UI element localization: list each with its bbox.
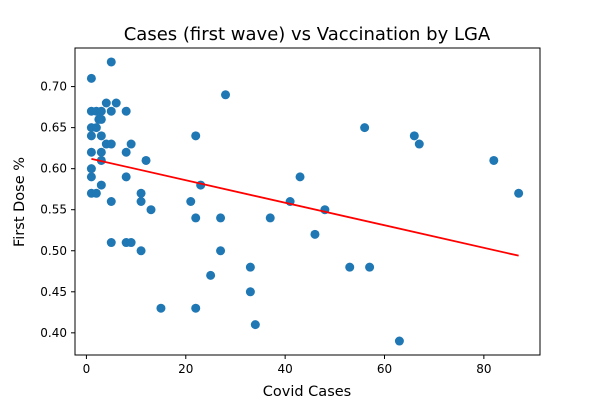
- trendline-group: [91, 157, 519, 257]
- data-point: [365, 262, 375, 272]
- data-point: [345, 262, 355, 272]
- y-tick-label: 0.65: [40, 121, 67, 135]
- data-point: [310, 229, 320, 239]
- data-point: [121, 106, 131, 116]
- data-point: [121, 172, 131, 182]
- data-point: [216, 213, 226, 223]
- data-point: [86, 73, 96, 83]
- y-tick-label: 0.60: [40, 162, 67, 176]
- data-point: [136, 246, 146, 256]
- data-point: [126, 139, 136, 149]
- data-point: [414, 139, 424, 149]
- data-point: [106, 238, 116, 248]
- data-point: [191, 213, 201, 223]
- data-point: [186, 197, 196, 206]
- data-point: [245, 287, 255, 297]
- data-point: [265, 213, 275, 223]
- data-point: [91, 123, 101, 133]
- data-point: [91, 188, 101, 198]
- data-point: [96, 106, 106, 116]
- data-point: [106, 57, 116, 67]
- data-point: [96, 114, 106, 124]
- data-point: [86, 164, 96, 174]
- data-point: [101, 98, 111, 108]
- data-points: [86, 57, 524, 346]
- data-point: [136, 197, 146, 206]
- data-point: [191, 131, 201, 141]
- data-point: [250, 320, 260, 330]
- data-point: [106, 106, 116, 116]
- x-tick-label: 0: [83, 362, 91, 376]
- data-point: [96, 147, 106, 157]
- data-point: [121, 147, 131, 157]
- data-point: [191, 303, 201, 313]
- data-point: [146, 205, 156, 215]
- x-tick-label: 80: [476, 362, 491, 376]
- data-point: [96, 131, 106, 141]
- data-point: [295, 172, 305, 182]
- data-point: [126, 238, 136, 248]
- y-axis-label: First Dose %: [12, 157, 28, 247]
- data-point: [360, 123, 370, 133]
- data-point: [394, 336, 404, 346]
- data-point: [156, 303, 166, 313]
- y-tick-label: 0.50: [40, 244, 67, 258]
- trendline: [91, 157, 519, 257]
- y-axis-ticks: 0.40 0.45 0.50 0.55 0.60 0.65 0.70: [40, 80, 75, 340]
- data-point: [96, 180, 106, 190]
- x-tick-label: 60: [377, 362, 392, 376]
- data-point: [489, 155, 499, 165]
- data-point: [106, 139, 116, 149]
- data-point: [86, 131, 96, 141]
- y-tick-label: 0.55: [40, 203, 67, 217]
- data-point: [106, 197, 116, 206]
- y-tick-label: 0.45: [40, 285, 67, 299]
- data-point: [136, 188, 146, 198]
- data-point: [86, 147, 96, 157]
- data-point: [409, 131, 419, 141]
- chart-title: Cases (first wave) vs Vaccination by LGA: [124, 24, 491, 45]
- x-tick-label: 40: [278, 362, 293, 376]
- data-point: [206, 270, 216, 280]
- data-point: [111, 98, 121, 108]
- data-point: [514, 188, 524, 198]
- y-tick-label: 0.70: [40, 80, 67, 94]
- data-point: [86, 172, 96, 182]
- data-point: [216, 246, 226, 256]
- x-axis-ticks: 0 20 40 60 80: [83, 355, 492, 376]
- data-point: [141, 155, 151, 165]
- x-axis-label: Covid Cases: [263, 384, 351, 400]
- x-tick-label: 20: [178, 362, 193, 376]
- data-point: [221, 90, 231, 100]
- data-point: [245, 262, 255, 272]
- plot-frame: [74, 47, 541, 356]
- y-tick-label: 0.40: [40, 326, 67, 340]
